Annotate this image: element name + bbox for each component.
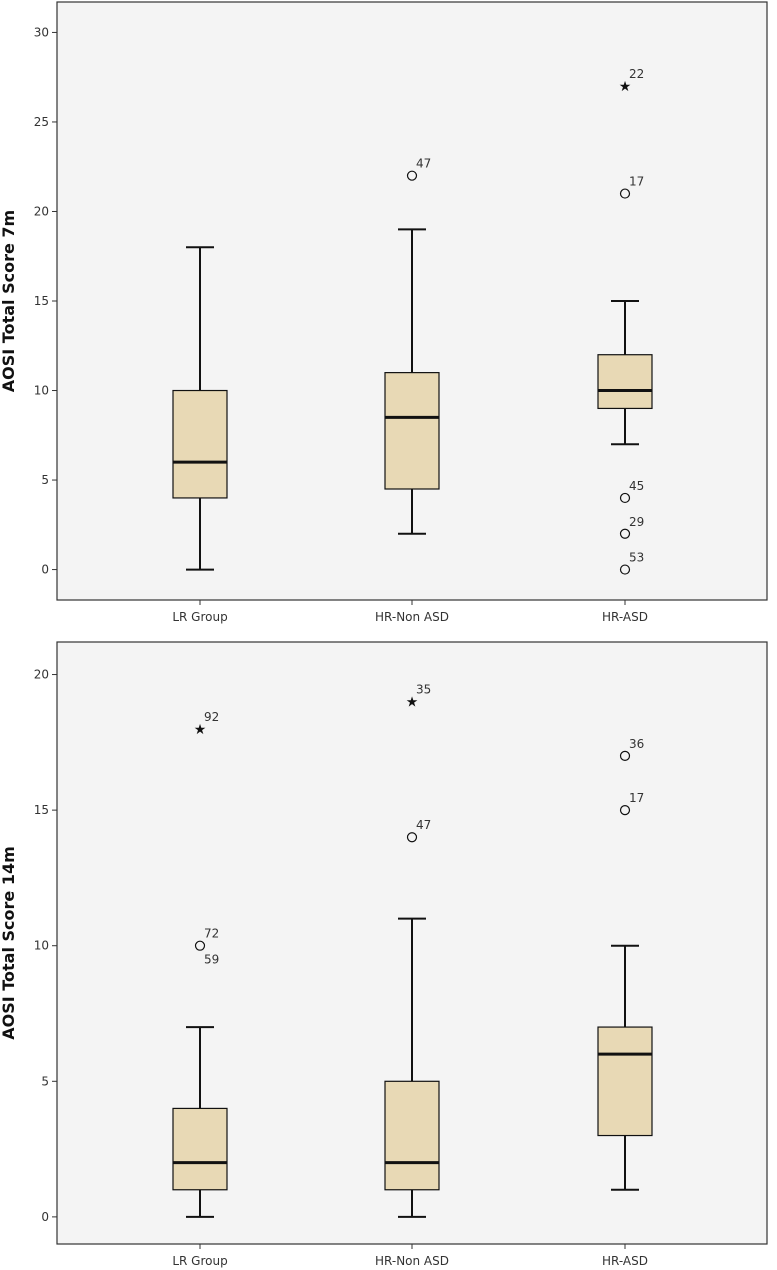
iqr-box bbox=[384, 372, 440, 490]
outlier-case-label: 36 bbox=[629, 737, 644, 751]
x-category-label: HR-Non ASD bbox=[375, 610, 449, 624]
outlier-case-label: 53 bbox=[629, 551, 644, 565]
outlier-case-label: 35 bbox=[416, 683, 431, 697]
y-axis-title: AOSI Total Score 7m bbox=[0, 210, 18, 392]
box-group: ★35 47 bbox=[384, 683, 440, 1218]
outlier-case-label: 59 bbox=[204, 953, 219, 967]
outlier-circle bbox=[406, 170, 418, 181]
outlier-circle bbox=[619, 188, 631, 199]
outlier-case-label: 47 bbox=[416, 818, 431, 832]
iqr-box bbox=[172, 389, 228, 499]
x-category-label: HR-ASD bbox=[602, 1254, 648, 1268]
outlier-case-label: 29 bbox=[629, 515, 644, 529]
y-tick-label: 30 bbox=[34, 25, 49, 39]
extreme-outlier-star: ★ bbox=[194, 722, 207, 738]
y-tick-label: 0 bbox=[41, 1210, 49, 1224]
y-tick-label: 5 bbox=[41, 473, 49, 487]
outlier-case-label: 22 bbox=[629, 67, 644, 81]
box-group: ★22 17 45 29 53 bbox=[597, 67, 653, 575]
outlier-case-label: 17 bbox=[629, 175, 644, 189]
outlier-circle bbox=[619, 750, 631, 761]
y-tick-label: 15 bbox=[34, 294, 49, 308]
outlier-case-label: 17 bbox=[629, 791, 644, 805]
x-category-label: HR-Non ASD bbox=[375, 1254, 449, 1268]
iqr-box bbox=[597, 1026, 653, 1137]
outlier-circle bbox=[619, 528, 631, 539]
outlier-circle bbox=[619, 492, 631, 504]
outlier-case-label: 45 bbox=[629, 479, 644, 493]
box-group: 47 bbox=[384, 157, 440, 535]
y-axis-title: AOSI Total Score 14m bbox=[0, 846, 18, 1040]
outlier-circle bbox=[194, 940, 206, 951]
iqr-box bbox=[384, 1080, 440, 1191]
x-category-label: LR Group bbox=[172, 1254, 227, 1268]
outlier-case-label: 47 bbox=[416, 157, 431, 171]
y-tick-label: 5 bbox=[41, 1074, 49, 1088]
iqr-box bbox=[172, 1107, 228, 1191]
iqr-box bbox=[597, 354, 653, 410]
y-tick-label: 0 bbox=[41, 563, 49, 577]
outlier-case-label: 72 bbox=[204, 927, 219, 941]
extreme-outlier-star: ★ bbox=[619, 79, 632, 95]
outlier-case-label: 92 bbox=[204, 710, 219, 724]
x-category-label: LR Group bbox=[172, 610, 227, 624]
y-tick-label: 20 bbox=[34, 204, 49, 218]
extreme-outlier-star: ★ bbox=[406, 695, 419, 711]
box-group: 36 17 bbox=[597, 737, 653, 1191]
outlier-circle bbox=[619, 564, 631, 575]
y-tick-label: 15 bbox=[34, 803, 49, 817]
y-tick-label: 25 bbox=[34, 115, 49, 129]
outlier-circle bbox=[406, 832, 418, 843]
y-tick-label: 10 bbox=[34, 939, 49, 953]
y-tick-label: 20 bbox=[34, 668, 49, 682]
x-category-label: HR-ASD bbox=[602, 610, 648, 624]
box-group bbox=[172, 246, 228, 571]
panel-aosi-14m: 0 5 10 15 20 AOSI Total Score 14m LR Group HR-N… bbox=[0, 641, 768, 1268]
panel-aosi-7m: 0 5 10 15 20 25 30 AOSI Total Score 7m LR Group H… bbox=[0, 1, 768, 624]
y-tick-label: 10 bbox=[34, 384, 49, 398]
outlier-circle bbox=[619, 805, 631, 816]
box-group: ★92 72 59 bbox=[172, 710, 228, 1218]
